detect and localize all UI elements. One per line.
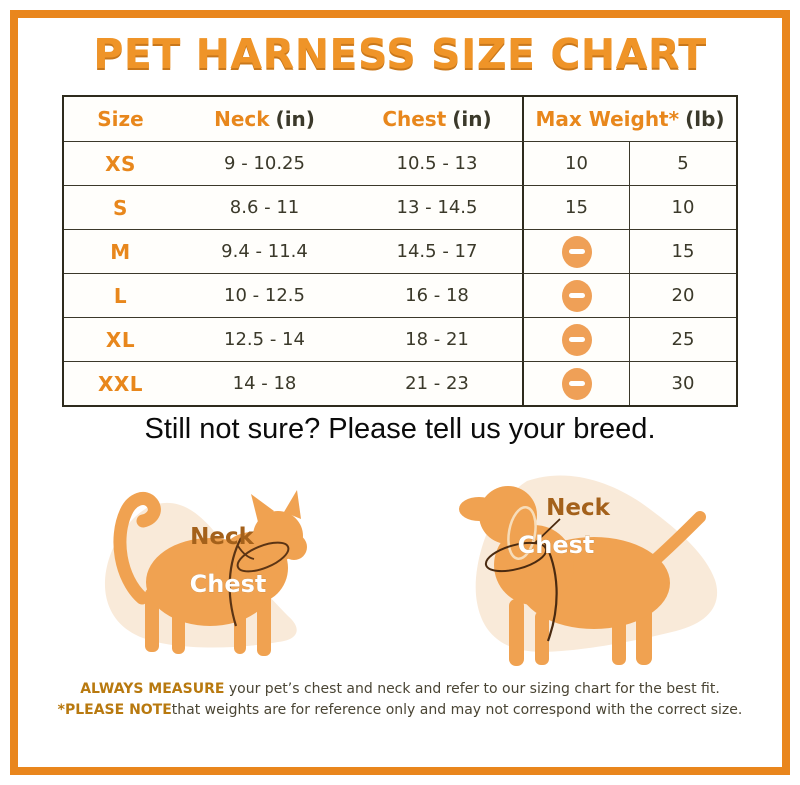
neck-range-cell: 9.4 - 11.4 xyxy=(221,241,308,262)
max-weight-2-cell: 30 xyxy=(629,362,736,405)
cat-tail xyxy=(113,491,161,605)
max-weight-2-cell: 10 xyxy=(629,186,736,229)
footer-measure-line: ALWAYS MEASURE your pet’s chest and neck… xyxy=(0,679,800,700)
header-neck-unit: (in) xyxy=(275,107,315,131)
always-measure-label: ALWAYS MEASURE xyxy=(80,681,225,697)
header-max-weight: Max Weight* (lb) xyxy=(522,97,736,141)
footer-notes: ALWAYS MEASURE your pet’s chest and neck… xyxy=(0,679,800,721)
size-cell: L xyxy=(113,283,128,308)
max-weight-2-cell: 20 xyxy=(629,274,736,317)
na-dash-icon xyxy=(561,235,592,268)
please-note-label: *PLEASE NOTE xyxy=(57,702,172,718)
max-weight-1-cell: 15 xyxy=(522,186,629,229)
size-cell: XS xyxy=(105,151,136,176)
dash-bar xyxy=(568,249,585,254)
max-weight-1-cell xyxy=(522,318,629,361)
max-weight-2-cell: 5 xyxy=(629,142,736,185)
header-chest-unit: (in) xyxy=(452,107,492,131)
neck-range-cell: 12.5 - 14 xyxy=(224,329,305,350)
cat-chest-strap xyxy=(228,537,242,627)
na-dash-icon xyxy=(561,323,592,356)
table-row: S 8.6 - 11 13 - 14.5 15 10 xyxy=(64,185,736,229)
table-row: XL 12.5 - 14 18 - 21 25 xyxy=(64,317,736,361)
measure-line-text: your pet’s chest and neck and refer to o… xyxy=(224,681,720,697)
cat-neck-label: Neck xyxy=(190,524,254,550)
cat-neck-pointer-line xyxy=(237,545,255,560)
na-dash-icon xyxy=(561,367,592,400)
table-row: XS 9 - 10.25 10.5 - 13 10 5 xyxy=(64,141,736,185)
max-weight-1-cell: 10 xyxy=(522,142,629,185)
cat-illustration: Neck Chest xyxy=(104,490,307,656)
dash-bar xyxy=(568,337,585,342)
header-chest: Chest (in) xyxy=(352,97,522,141)
table-row: XXL 14 - 18 21 - 23 30 xyxy=(64,361,736,405)
chest-range-cell: 10.5 - 13 xyxy=(396,153,478,174)
chest-range-cell: 18 - 21 xyxy=(405,329,469,350)
dog-chest-label: Chest xyxy=(518,531,595,559)
size-cell: M xyxy=(110,239,131,264)
table-row: M 9.4 - 11.4 14.5 - 17 15 xyxy=(64,229,736,273)
header-neck: Neck (in) xyxy=(177,97,352,141)
neck-range-cell: 10 - 12.5 xyxy=(224,285,305,306)
size-cell: XXL xyxy=(97,371,144,396)
max-weight-2-cell: 15 xyxy=(629,230,736,273)
header-max-weight-label: Max Weight* xyxy=(535,107,680,131)
neck-range-cell: 8.6 - 11 xyxy=(229,197,300,218)
dog-neck-label: Neck xyxy=(546,495,610,521)
table-header-row: Size Neck (in) Chest (in) Max Weight* (l… xyxy=(64,97,736,141)
size-cell: XL xyxy=(105,327,136,352)
chest-range-cell: 16 - 18 xyxy=(405,285,469,306)
cat-neck-strap xyxy=(236,541,290,573)
dog-neck-strap xyxy=(484,541,548,573)
chest-range-cell: 14.5 - 17 xyxy=(396,241,478,262)
dog-chest-strap xyxy=(543,540,558,642)
size-table-body: XS 9 - 10.25 10.5 - 13 10 5 S 8.6 - 11 1… xyxy=(64,141,736,405)
max-weight-1-cell xyxy=(522,230,629,273)
table-row: L 10 - 12.5 16 - 18 20 xyxy=(64,273,736,317)
footer-note-line: *PLEASE NOTEthat weights are for referen… xyxy=(0,700,800,721)
note-line-text: that weights are for reference only and … xyxy=(171,702,743,718)
max-weight-1-cell xyxy=(522,362,629,405)
chest-range-cell: 13 - 14.5 xyxy=(396,197,478,218)
max-weight-2-cell: 25 xyxy=(629,318,736,361)
size-cell: S xyxy=(113,195,128,220)
na-dash-icon xyxy=(561,279,592,312)
max-weight-1-cell xyxy=(522,274,629,317)
header-neck-label: Neck xyxy=(214,107,270,131)
cat-chest-label: Chest xyxy=(190,570,267,598)
page-title: PET HARNESS SIZE CHART xyxy=(93,30,707,78)
dog-neck-pointer-line xyxy=(534,518,561,544)
breed-prompt-text: Still not sure? Please tell us your bree… xyxy=(144,413,656,445)
header-size: Size xyxy=(64,97,177,141)
dash-bar xyxy=(568,293,585,298)
header-max-weight-unit: (lb) xyxy=(685,107,725,131)
dog-ear xyxy=(507,506,537,560)
cat-silhouette xyxy=(113,490,307,656)
neck-range-cell: 9 - 10.25 xyxy=(224,153,305,174)
neck-range-cell: 14 - 18 xyxy=(232,373,297,394)
header-chest-label: Chest xyxy=(382,107,447,131)
dog-tail xyxy=(648,511,706,567)
dash-bar xyxy=(568,381,585,386)
dog-illustration: Neck Chest xyxy=(459,475,718,666)
header-size-label: Size xyxy=(97,107,144,131)
size-chart-table: Size Neck (in) Chest (in) Max Weight* (l… xyxy=(62,95,738,407)
chest-range-cell: 21 - 23 xyxy=(405,373,469,394)
